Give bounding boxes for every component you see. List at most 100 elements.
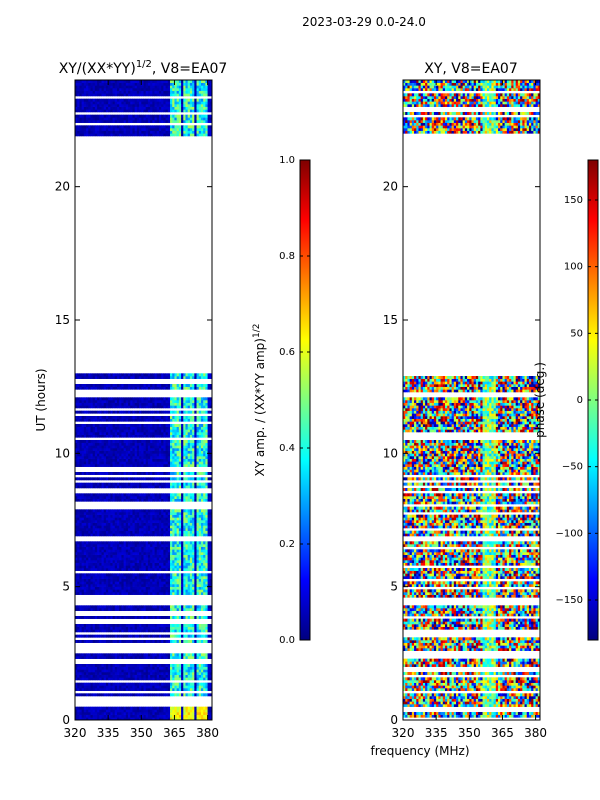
heatmap-cell: [165, 530, 169, 534]
heatmap-cell: [194, 693, 197, 697]
heatmap-cell: [196, 477, 200, 481]
heatmap-cell: [81, 514, 85, 518]
heatmap-cell: [189, 461, 193, 465]
heatmap-cell: [196, 424, 200, 427]
heatmap-cell: [130, 552, 133, 555]
heatmap-cell: [130, 656, 133, 659]
heatmap-cell: [110, 544, 113, 547]
heatmap-cell: [203, 666, 206, 670]
heatmap-cell: [198, 496, 202, 499]
heatmap-cell: [207, 514, 211, 518]
heatmap-cell: [147, 410, 151, 414]
heatmap-cell: [116, 682, 120, 686]
heatmap-cell: [200, 522, 204, 526]
heatmap-cell: [97, 653, 100, 657]
heatmap-cell: [158, 498, 162, 502]
heatmap-cell: [163, 557, 166, 561]
heatmap-cell: [119, 589, 122, 593]
heatmap-cell: [97, 717, 100, 720]
heatmap-cell: [143, 693, 147, 697]
heatmap-cell: [136, 549, 140, 553]
heatmap-cell: [152, 410, 155, 414]
heatmap-cell: [207, 445, 211, 449]
heatmap-cell: [139, 482, 142, 486]
heatmap-cell: [116, 581, 120, 585]
heatmap-cell: [196, 525, 200, 529]
heatmap-cell: [205, 552, 208, 555]
heatmap-cell: [187, 442, 191, 446]
heatmap-cell: [178, 432, 182, 435]
heatmap-cell: [114, 653, 118, 657]
heatmap-cell: [205, 496, 208, 499]
heatmap-cell: [205, 685, 208, 689]
heatmap-cell: [112, 584, 116, 587]
heatmap-cell: [170, 405, 173, 409]
heatmap-cell: [200, 517, 204, 521]
heatmap-cell: [167, 512, 171, 515]
heatmap-cell: [172, 706, 175, 710]
heatmap-cell: [134, 426, 138, 430]
heatmap-cell: [136, 584, 140, 587]
heatmap-cell: [174, 712, 178, 715]
heatmap-cell: [172, 624, 175, 627]
heatmap-cell: [110, 472, 113, 475]
heatmap-cell: [108, 624, 111, 627]
heatmap-cell: [128, 562, 131, 566]
heatmap-cell: [156, 514, 160, 518]
heatmap-cell: [119, 440, 122, 443]
heatmap-cell: [75, 640, 78, 643]
heatmap-cell: [136, 472, 140, 475]
heatmap-cell: [161, 573, 164, 577]
heatmap-cell: [110, 405, 113, 409]
heatmap-cell: [79, 664, 83, 667]
heatmap-cell: [143, 685, 147, 689]
heatmap-cell: [156, 653, 160, 657]
heatmap-cell: [94, 552, 98, 555]
heatmap-cell: [81, 525, 85, 529]
heatmap-cell: [156, 693, 160, 697]
heatmap-cell: [134, 552, 138, 555]
heatmap-cell: [139, 448, 142, 451]
heatmap-cell: [121, 533, 125, 537]
heatmap-cell: [174, 405, 178, 409]
heatmap-cell: [130, 546, 133, 550]
heatmap-cell: [205, 677, 208, 681]
heatmap-cell: [134, 432, 138, 435]
heatmap-cell: [114, 522, 118, 526]
heatmap-cell: [132, 525, 136, 529]
heatmap-cell: [110, 717, 113, 720]
heatmap-cell: [101, 592, 105, 595]
heatmap-cell: [123, 565, 127, 569]
heatmap-cell: [181, 616, 184, 619]
heatmap-cell: [123, 402, 127, 406]
heatmap-cell: [130, 426, 133, 430]
heatmap-cell: [207, 605, 211, 609]
heatmap-cell: [123, 496, 127, 499]
heatmap-cell: [143, 448, 147, 451]
heatmap-cell: [203, 485, 206, 489]
heatmap-cell: [167, 605, 171, 609]
heatmap-cell: [209, 448, 212, 451]
heatmap-cell: [185, 546, 189, 550]
heatmap-cell: [178, 493, 182, 497]
heatmap-cell: [170, 533, 173, 537]
heatmap-cell: [114, 432, 118, 435]
heatmap-cell: [83, 616, 87, 619]
heatmap-cell: [116, 477, 120, 481]
heatmap-cell: [101, 448, 105, 451]
heatmap-cell: [205, 528, 208, 531]
heatmap-cell: [114, 530, 118, 534]
heatmap-cell: [128, 517, 131, 521]
heatmap-cell: [198, 458, 202, 462]
heatmap-cell: [94, 549, 98, 553]
heatmap-cell: [189, 640, 193, 643]
heatmap-cell: [123, 418, 127, 422]
heatmap-cell: [130, 624, 133, 627]
heatmap-cell: [200, 432, 204, 435]
heatmap-cell: [161, 410, 164, 414]
heatmap-cell: [198, 568, 202, 571]
heatmap-cell: [200, 576, 204, 579]
heatmap-cell: [125, 677, 129, 681]
heatmap-cell: [154, 405, 158, 409]
heatmap-cell: [189, 586, 193, 590]
